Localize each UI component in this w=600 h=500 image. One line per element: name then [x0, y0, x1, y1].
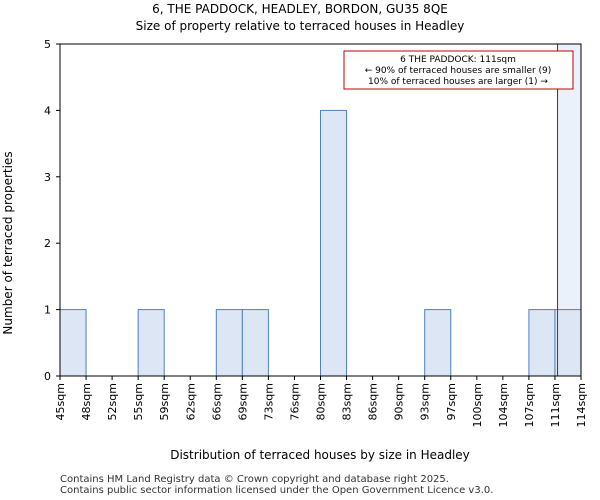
x-tick-label: 76sqm — [288, 383, 301, 420]
x-tick-label: 73sqm — [262, 383, 275, 420]
histogram-bar — [528, 309, 556, 377]
chart-subtitle: Size of property relative to terraced ho… — [135, 19, 465, 33]
annotation-box: 6 THE PADDOCK: 111sqm ← 90% of terraced … — [343, 50, 574, 90]
x-tick-label: 45sqm — [54, 383, 67, 420]
y-tick-label: 2 — [44, 237, 51, 250]
x-tick-label: 52sqm — [106, 383, 119, 420]
histogram-bar — [137, 309, 165, 377]
annotation-frame — [343, 50, 574, 90]
x-tick-label: 104sqm — [497, 383, 510, 427]
chart-title: 6, THE PADDOCK, HEADLEY, BORDON, GU35 8Q… — [152, 2, 448, 16]
x-tick-label: 59sqm — [158, 383, 171, 420]
annotation-line-3: 10% of terraced houses are larger (1) → — [368, 77, 548, 87]
y-axis-label: Number of terraced properties — [1, 151, 15, 334]
y-tick-label: 1 — [44, 304, 51, 317]
x-tick-label: 80sqm — [315, 383, 328, 420]
x-tick-label: 69sqm — [236, 383, 249, 420]
x-tick-label: 90sqm — [393, 383, 406, 420]
x-tick-label: 111sqm — [549, 383, 562, 427]
x-tick-label: 114sqm — [575, 383, 588, 427]
histogram-bar — [554, 309, 582, 377]
x-tick-label: 62sqm — [184, 383, 197, 420]
x-tick-label: 55sqm — [132, 383, 145, 420]
footer-line-2: Contains public sector information licen… — [60, 485, 494, 496]
histogram-chart: 0 1 2 3 4 5 45sqm 48sqm 52sqm 55sqm 59sqm 62sqm 66s… — [1, 38, 588, 462]
histogram-bar — [59, 309, 87, 377]
y-tick-label: 0 — [44, 370, 51, 383]
x-tick-label: 93sqm — [419, 383, 432, 420]
histogram-bar — [241, 309, 269, 377]
y-tick-label: 4 — [44, 104, 51, 117]
x-tick-label: 100sqm — [471, 383, 484, 427]
x-tick-label: 48sqm — [80, 383, 93, 420]
x-tick-label: 86sqm — [367, 383, 380, 420]
x-tick-label: 66sqm — [210, 383, 223, 420]
highlight-region — [557, 44, 581, 376]
footer-line-1: Contains HM Land Registry data © Crown c… — [60, 474, 449, 485]
x-tick-label: 83sqm — [341, 383, 354, 420]
histogram-bar — [320, 109, 348, 377]
annotation-line-1: 6 THE PADDOCK: 111sqm — [400, 55, 516, 65]
y-tick-label: 3 — [44, 171, 51, 184]
x-axis-label: Distribution of terraced houses by size … — [170, 448, 470, 462]
histogram-bar — [424, 309, 452, 377]
x-tick-label: 107sqm — [523, 383, 536, 427]
y-tick-label: 5 — [44, 38, 51, 51]
histogram-bar — [215, 309, 243, 377]
annotation-line-2: ← 90% of terraced houses are smaller (9) — [365, 66, 552, 76]
x-tick-label: 97sqm — [445, 383, 458, 420]
